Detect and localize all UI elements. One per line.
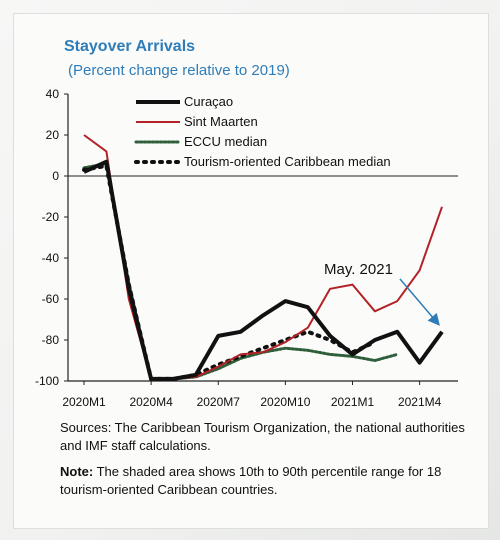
x-tick-label: 2021M4 xyxy=(398,395,442,409)
legend-label: Tourism-oriented Caribbean median xyxy=(184,154,391,169)
y-tick-label: -40 xyxy=(42,251,60,265)
y-tick-label: -60 xyxy=(42,292,60,306)
legend-label: ECCU median xyxy=(184,134,267,149)
y-tick-label: 20 xyxy=(46,128,60,142)
sources-text: Sources: The Caribbean Tourism Organizat… xyxy=(60,420,465,453)
y-tick-label: 0 xyxy=(52,169,59,183)
y-tick-label: -100 xyxy=(35,374,59,388)
annotation-label: May. 2021 xyxy=(324,261,393,278)
series-line-cura-ao xyxy=(83,159,444,381)
note-body: The shaded area shows 10th to 90th perce… xyxy=(60,464,442,497)
legend-label: Curaçao xyxy=(184,94,233,109)
annotation-arrow xyxy=(399,278,440,326)
series-line-sint-maarten xyxy=(83,134,443,380)
x-tick-label: 2020M4 xyxy=(129,395,173,409)
chart-title: Stayover Arrivals xyxy=(64,38,196,55)
y-tick-label: -20 xyxy=(42,210,60,224)
y-tick-label: -80 xyxy=(42,333,60,347)
figure-card xyxy=(14,14,488,528)
x-tick-label: 2020M10 xyxy=(260,395,310,409)
note-text: Note: The shaded area shows 10th to 90th… xyxy=(60,463,480,499)
y-tick-label: 40 xyxy=(46,87,60,101)
x-tick-label: 2020M7 xyxy=(197,395,241,409)
legend-label: Sint Maarten xyxy=(184,114,258,129)
chart-subtitle: (Percent change relative to 2019) xyxy=(68,62,290,79)
note-label: Note: xyxy=(60,464,94,479)
x-tick-label: 2021M1 xyxy=(331,395,375,409)
x-tick-label: 2020M1 xyxy=(62,395,106,409)
